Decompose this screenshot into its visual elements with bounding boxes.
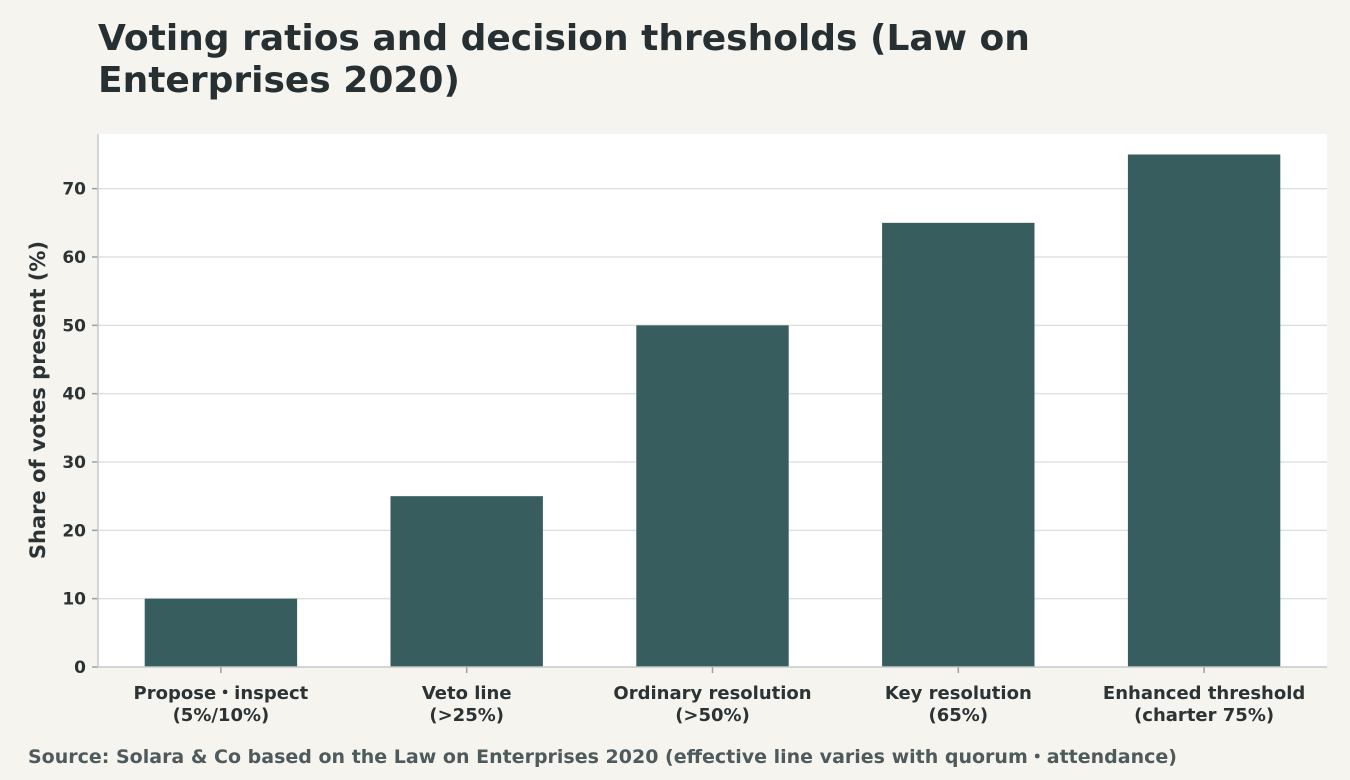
y-tick-label: 20 [62, 521, 86, 541]
x-tick-label: Ordinary resolution [613, 683, 811, 704]
bar [636, 325, 789, 667]
y-tick-label: 40 [62, 385, 86, 405]
x-tick-label: Veto line [422, 683, 512, 704]
y-axis-title: Share of votes present (%) [26, 241, 50, 559]
bars [144, 154, 1281, 668]
bar [1127, 154, 1281, 667]
x-tick-label: (charter 75%) [1134, 705, 1274, 726]
y-tick-label: 0 [74, 658, 86, 678]
x-tick-label: Key resolution [885, 683, 1032, 704]
y-tick-label: 60 [62, 248, 86, 268]
x-tick-label: (>50%) [675, 705, 750, 726]
x-tick-label: Propose・inspect [134, 683, 309, 704]
axes [92, 134, 1327, 673]
source-note: Source: Solara & Co based on the Law on … [28, 746, 1177, 768]
x-tick-label: (5%/10%) [173, 705, 270, 726]
x-tick-label: Enhanced threshold [1103, 683, 1305, 704]
x-tick-label: (65%) [929, 705, 989, 726]
y-tick-label: 30 [62, 453, 86, 473]
y-tick-label: 50 [62, 316, 86, 336]
y-tick-label: 70 [62, 180, 86, 200]
chart-title: Voting ratios and decision thresholds (L… [98, 18, 1030, 101]
x-tick-label: (>25%) [429, 705, 504, 726]
y-tick-label: 10 [62, 590, 86, 610]
x-tick-labels: Propose・inspect(5%/10%) Veto line(>25%) Or… [134, 683, 1306, 726]
bar [144, 598, 298, 667]
bar [882, 222, 1035, 668]
y-tick-labels: 0 10 20 30 40 50 60 70 [62, 180, 86, 678]
bar [390, 496, 543, 667]
